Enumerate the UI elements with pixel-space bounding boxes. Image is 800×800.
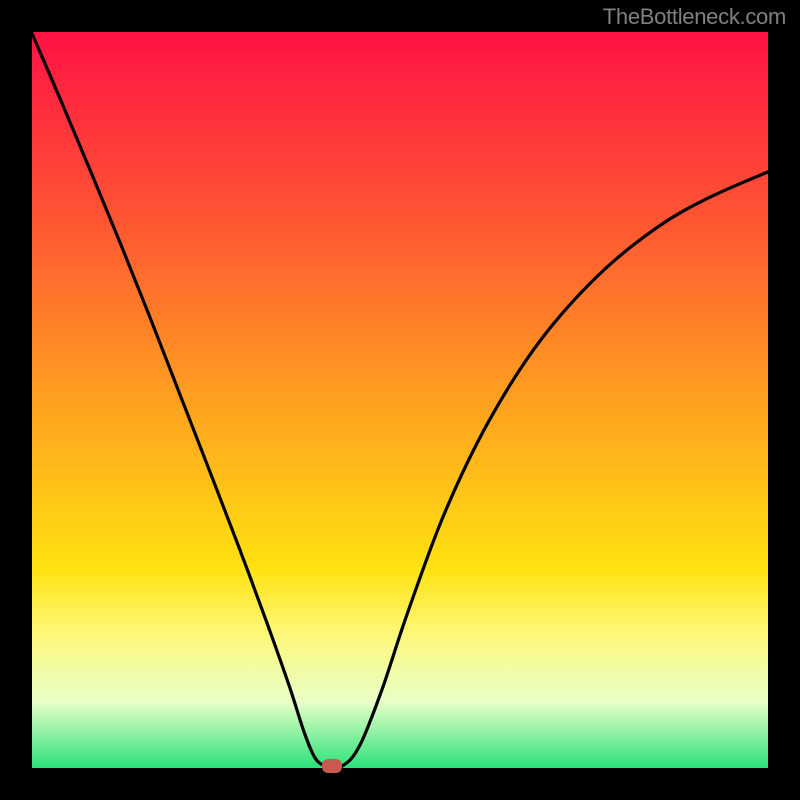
watermark-text: TheBottleneck.com [603, 4, 786, 30]
minimum-marker [322, 759, 342, 773]
bottleneck-curve [32, 32, 768, 768]
chart-plot-area [32, 32, 768, 768]
